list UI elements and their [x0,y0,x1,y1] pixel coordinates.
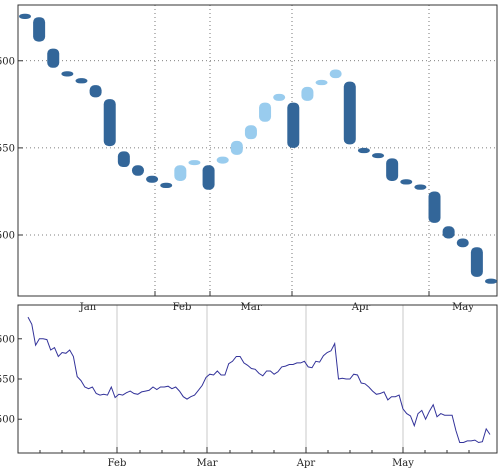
candle-body [442,226,455,239]
candle-body [160,182,173,188]
candle-body [19,13,31,19]
y-tick-label: 550 [0,143,15,154]
candle-body [188,160,201,166]
candle-body [216,156,229,164]
candle-body [485,278,497,284]
x-tick-label: Jan [79,302,97,313]
x-tick-label: May [452,302,474,313]
candle-body [372,153,385,159]
plot-frame [17,4,498,297]
y-tick-label: 600 [0,334,15,345]
y-tick-label: 500 [0,415,15,426]
candle-body [315,79,328,86]
candle-body [428,191,441,223]
candle-body [202,165,215,190]
candle-body [146,175,159,183]
candle-body [61,71,74,77]
candle-body [230,140,243,155]
x-tick-label: Apr [351,302,371,313]
candle-body [470,247,483,277]
candle-body [414,184,427,190]
candle-body [287,102,300,148]
x-tick-label: Feb [108,458,127,469]
candle-body [273,93,286,101]
candle-body [456,238,469,248]
candle-body [259,102,272,122]
x-tick-label: Apr [296,458,316,469]
candle-body [33,17,46,42]
overview-series-line [27,316,491,444]
overview-frame [17,304,498,454]
candle-body [329,69,342,79]
y-tick-label: 600 [0,56,15,67]
overview-line-panel: 500 550 600 Feb Mar Apr May [0,304,498,469]
candle-body [75,78,88,84]
x-tick-label: Mar [197,458,218,469]
candle-body [301,86,314,101]
candle-body [400,179,413,185]
candle-body [89,85,102,98]
candle-body [244,125,257,140]
candle-body [174,165,187,181]
candle-body [103,99,116,147]
candle-body [357,147,370,154]
x-tick-label: Feb [173,302,192,313]
candle-body [131,165,144,176]
x-tick-label: Mar [241,302,262,313]
candle-body [386,158,399,181]
x-tick-label: May [392,458,414,469]
candlestick-panel: 500 550 600 Jan Feb Mar Apr May [0,4,498,313]
candle-body [47,48,60,68]
candle-body [343,81,356,145]
candle-body [117,151,130,168]
y-tick-label: 550 [0,375,15,386]
y-tick-label: 500 [0,231,15,242]
